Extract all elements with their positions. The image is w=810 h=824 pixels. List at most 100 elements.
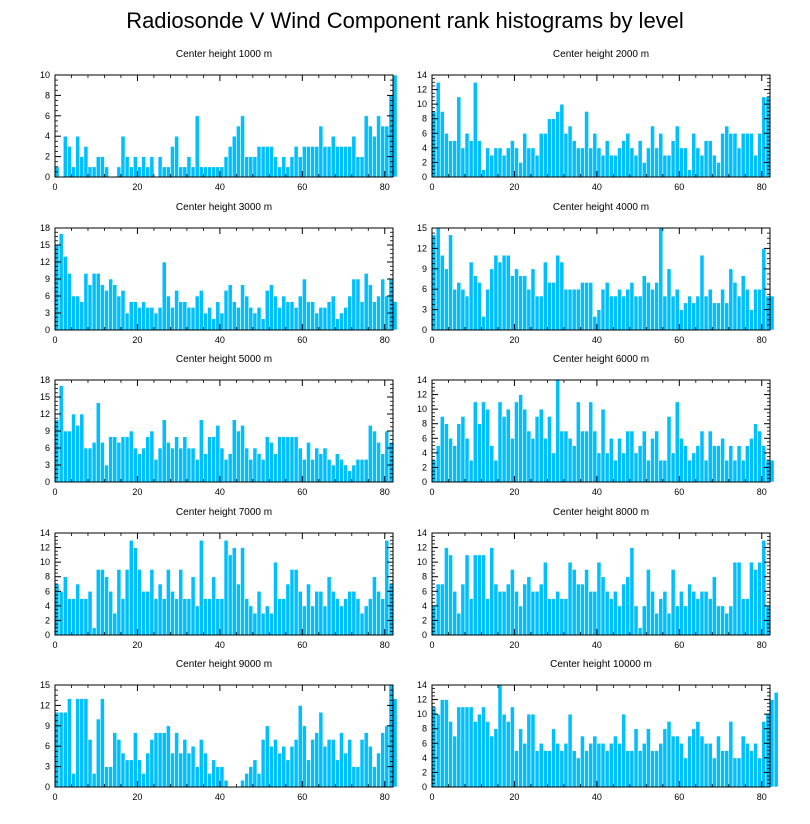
panel-title: Center height 5000 m — [176, 354, 272, 365]
bar — [518, 275, 523, 331]
y-tick-label: 2 — [45, 615, 50, 625]
bar — [658, 742, 664, 788]
bar — [534, 154, 540, 178]
bar — [281, 156, 287, 178]
bar — [285, 759, 291, 788]
y-tick-label: 8 — [45, 572, 50, 582]
bar — [464, 295, 470, 331]
bar — [104, 290, 109, 331]
bar — [736, 295, 742, 331]
bar — [497, 401, 503, 483]
bar — [559, 598, 565, 636]
bar — [559, 750, 565, 788]
bar — [281, 295, 287, 331]
bar — [343, 752, 348, 788]
bar — [740, 735, 746, 788]
bar — [161, 166, 167, 178]
bar — [654, 147, 660, 178]
y-tick-label: 8 — [422, 114, 427, 124]
bar — [711, 757, 717, 788]
x-tick-label: 80 — [757, 182, 767, 192]
bar — [456, 282, 462, 331]
bar — [62, 256, 68, 331]
bar — [203, 312, 208, 331]
bar — [670, 452, 676, 483]
bar — [497, 684, 503, 788]
bar — [100, 284, 105, 331]
bar — [707, 140, 713, 178]
bar — [732, 757, 738, 788]
bar — [108, 590, 114, 636]
bar — [716, 735, 721, 788]
panel-title: Center height 10000 m — [550, 659, 652, 670]
x-tick-label: 20 — [509, 487, 519, 497]
bar — [273, 453, 278, 483]
bar — [120, 135, 126, 178]
y-tick-label: 14 — [417, 70, 427, 80]
bar — [749, 561, 754, 636]
y-tick-label: 14 — [417, 528, 427, 538]
bar — [347, 590, 353, 636]
x-tick-label: 0 — [429, 182, 434, 192]
bar — [161, 419, 167, 483]
bar — [563, 288, 569, 331]
bar — [497, 261, 503, 331]
bar — [273, 561, 278, 636]
bar — [215, 301, 221, 331]
bar — [740, 598, 746, 636]
bar — [464, 554, 470, 636]
bar — [563, 598, 569, 636]
x-tick-label: 0 — [429, 335, 434, 345]
bar — [384, 125, 390, 178]
bar — [703, 742, 709, 788]
bar — [526, 288, 532, 331]
bar — [207, 436, 212, 483]
bar — [670, 569, 676, 636]
bar — [617, 437, 622, 483]
bar — [477, 423, 482, 483]
bar — [207, 166, 212, 178]
bar — [769, 699, 775, 788]
bar — [530, 437, 536, 483]
bar — [75, 583, 81, 636]
y-tick-label: 6 — [45, 741, 50, 751]
bar — [124, 312, 130, 331]
bar — [522, 132, 528, 178]
bar — [493, 459, 499, 483]
bar — [194, 115, 200, 178]
bar — [343, 464, 348, 483]
bar — [510, 140, 515, 178]
y-tick-label: 18 — [40, 375, 50, 385]
y-tick-label: 3 — [45, 308, 50, 318]
y-tick-label: 0 — [45, 477, 50, 487]
bar — [91, 442, 97, 483]
bar — [58, 385, 64, 483]
bar — [281, 598, 287, 636]
bar — [542, 437, 548, 483]
bar — [761, 721, 767, 788]
bar — [223, 779, 229, 788]
bar — [505, 147, 511, 178]
bar — [219, 598, 225, 636]
bar — [736, 757, 742, 788]
y-tick-label: 9 — [45, 426, 50, 436]
bar — [231, 547, 237, 636]
panel-5: Center height 5000 m 0 20 40 60 80 0 3 6 9 12 15 18 — [40, 354, 394, 497]
bar — [679, 437, 684, 483]
bar — [547, 416, 552, 483]
bar — [575, 147, 581, 178]
bar — [489, 735, 495, 788]
bar — [481, 169, 486, 178]
bar — [650, 750, 655, 788]
bar — [695, 147, 701, 178]
bar — [314, 590, 320, 636]
bar — [472, 554, 478, 636]
bar — [633, 295, 639, 331]
bar — [448, 140, 453, 178]
bar — [555, 379, 561, 483]
bar — [392, 698, 398, 788]
bar — [227, 146, 233, 178]
bar — [231, 135, 237, 178]
bar — [149, 307, 155, 331]
